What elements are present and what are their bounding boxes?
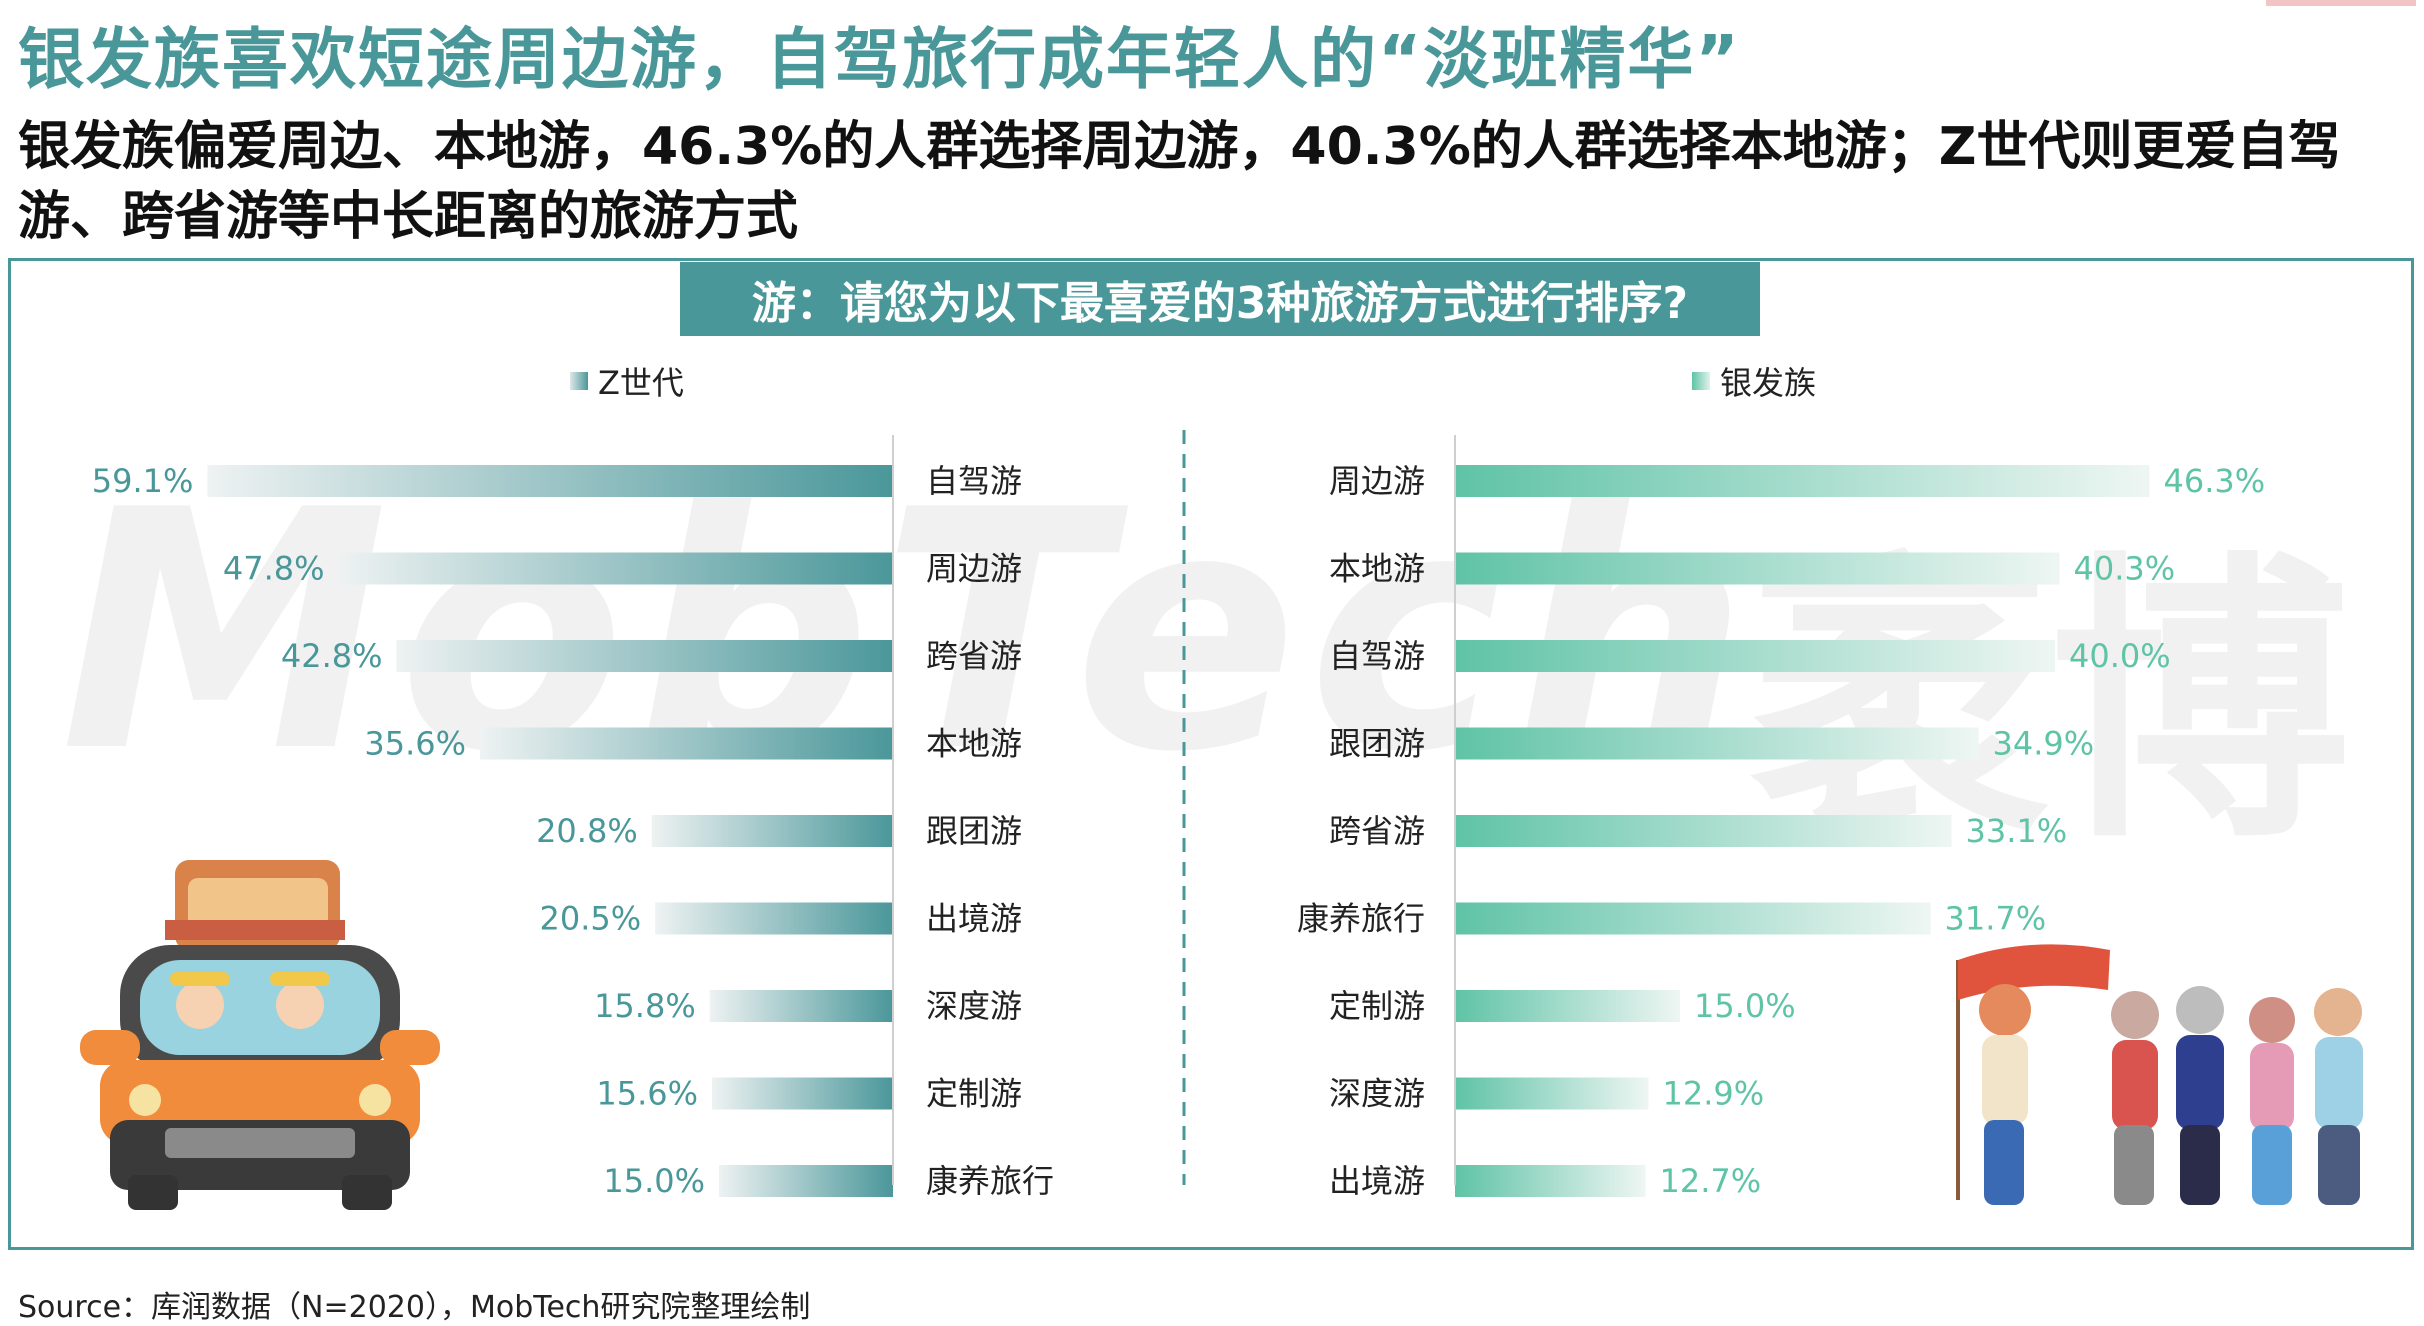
- silver-bar: [1455, 990, 1680, 1022]
- page-title: 银发族喜欢短途周边游，自驾旅行成年轻人的“淡班精华”: [18, 21, 1741, 98]
- genz-chart: 59.1% 自驾游 47.8% 周边游 42.8% 跨省游 35.6% 本地游 20.8% 跟团游…: [92, 462, 1054, 1200]
- legend-label-silver: 银发族: [1720, 364, 1817, 402]
- silver-value-label: 12.7%: [1660, 1162, 1762, 1200]
- silver-category-label: 深度游: [1329, 1075, 1425, 1113]
- silver-value-label: 40.0%: [2069, 637, 2171, 675]
- genz-category-label: 深度游: [926, 987, 1022, 1025]
- silver-bar: [1455, 902, 1931, 935]
- genz-bar: [338, 552, 893, 585]
- source-note: Source：库润数据（N=2020），MobTech研究院整理绘制: [18, 1290, 811, 1325]
- genz-category-label: 自驾游: [926, 462, 1022, 500]
- silver-value-label: 34.9%: [1993, 725, 2095, 763]
- silver-bar: [1455, 465, 2150, 497]
- genz-bar: [719, 1165, 893, 1197]
- silver-bar: [1455, 640, 2055, 672]
- genz-bar: [651, 815, 893, 847]
- legend-genz: Z世代: [570, 358, 684, 404]
- genz-value-label: 20.8%: [536, 812, 638, 850]
- legend-swatch-silver: [1692, 372, 1710, 390]
- silver-bar: [1455, 1165, 1646, 1197]
- genz-category-label: 出境游: [926, 900, 1022, 938]
- silver-bar: [1455, 815, 1952, 847]
- genz-value-label: 15.8%: [594, 987, 696, 1025]
- genz-value-label: 59.1%: [92, 462, 194, 500]
- page-subtitle: 银发族偏爱周边、本地游，46.3%的人群选择周边游，40.3%的人群选择本地游；…: [18, 117, 2341, 247]
- silver-category-label: 周边游: [1329, 462, 1425, 500]
- silver-category-label: 自驾游: [1329, 637, 1425, 675]
- genz-bar: [712, 1077, 893, 1110]
- car-illustration: [80, 860, 440, 1210]
- silver-value-label: 40.3%: [2074, 550, 2176, 588]
- silver-chart: 46.3% 周边游 40.3% 本地游 40.0% 自驾游 34.9% 跟团游 33.1% 跨省游…: [1297, 462, 2265, 1200]
- silver-value-label: 12.9%: [1663, 1075, 1765, 1113]
- survey-question: 游：请您为以下最喜爱的3种旅游方式进行排序?: [680, 262, 1760, 336]
- legend-swatch-genz: [570, 372, 588, 390]
- genz-category-label: 跟团游: [926, 812, 1022, 850]
- genz-category-label: 跨省游: [926, 637, 1022, 675]
- genz-category-label: 周边游: [926, 550, 1022, 588]
- legend-silver: 银发族: [1692, 358, 1816, 404]
- silver-category-label: 定制游: [1329, 987, 1425, 1025]
- genz-bar: [207, 465, 893, 497]
- genz-value-label: 15.0%: [603, 1162, 705, 1200]
- silver-category-label: 出境游: [1329, 1162, 1425, 1200]
- silver-category-label: 跨省游: [1329, 812, 1425, 850]
- silver-bar: [1455, 552, 2060, 585]
- genz-bar: [709, 990, 893, 1022]
- genz-category-label: 本地游: [926, 725, 1022, 763]
- genz-bar: [655, 902, 893, 935]
- genz-bar: [480, 727, 893, 760]
- silver-category-label: 康养旅行: [1297, 900, 1425, 938]
- genz-category-label: 康养旅行: [926, 1162, 1054, 1200]
- genz-value-label: 47.8%: [223, 550, 325, 588]
- genz-value-label: 42.8%: [281, 637, 383, 675]
- genz-value-label: 35.6%: [364, 725, 466, 763]
- silver-category-label: 本地游: [1329, 550, 1425, 588]
- tour-group-illustration: [1956, 944, 2363, 1205]
- silver-bar: [1455, 1077, 1649, 1110]
- silver-value-label: 33.1%: [1966, 812, 2068, 850]
- chart-panel: [8, 258, 2414, 1250]
- genz-value-label: 15.6%: [596, 1075, 698, 1113]
- legend-label-genz: Z世代: [598, 364, 684, 402]
- silver-value-label: 46.3%: [2164, 462, 2266, 500]
- genz-category-label: 定制游: [926, 1075, 1022, 1113]
- silver-bar: [1455, 727, 1979, 760]
- genz-bar: [396, 640, 893, 672]
- corner-accent: [2266, 0, 2416, 6]
- silver-value-label: 15.0%: [1694, 987, 1796, 1025]
- silver-value-label: 31.7%: [1945, 900, 2047, 938]
- silver-category-label: 跟团游: [1329, 725, 1425, 763]
- genz-value-label: 20.5%: [540, 900, 642, 938]
